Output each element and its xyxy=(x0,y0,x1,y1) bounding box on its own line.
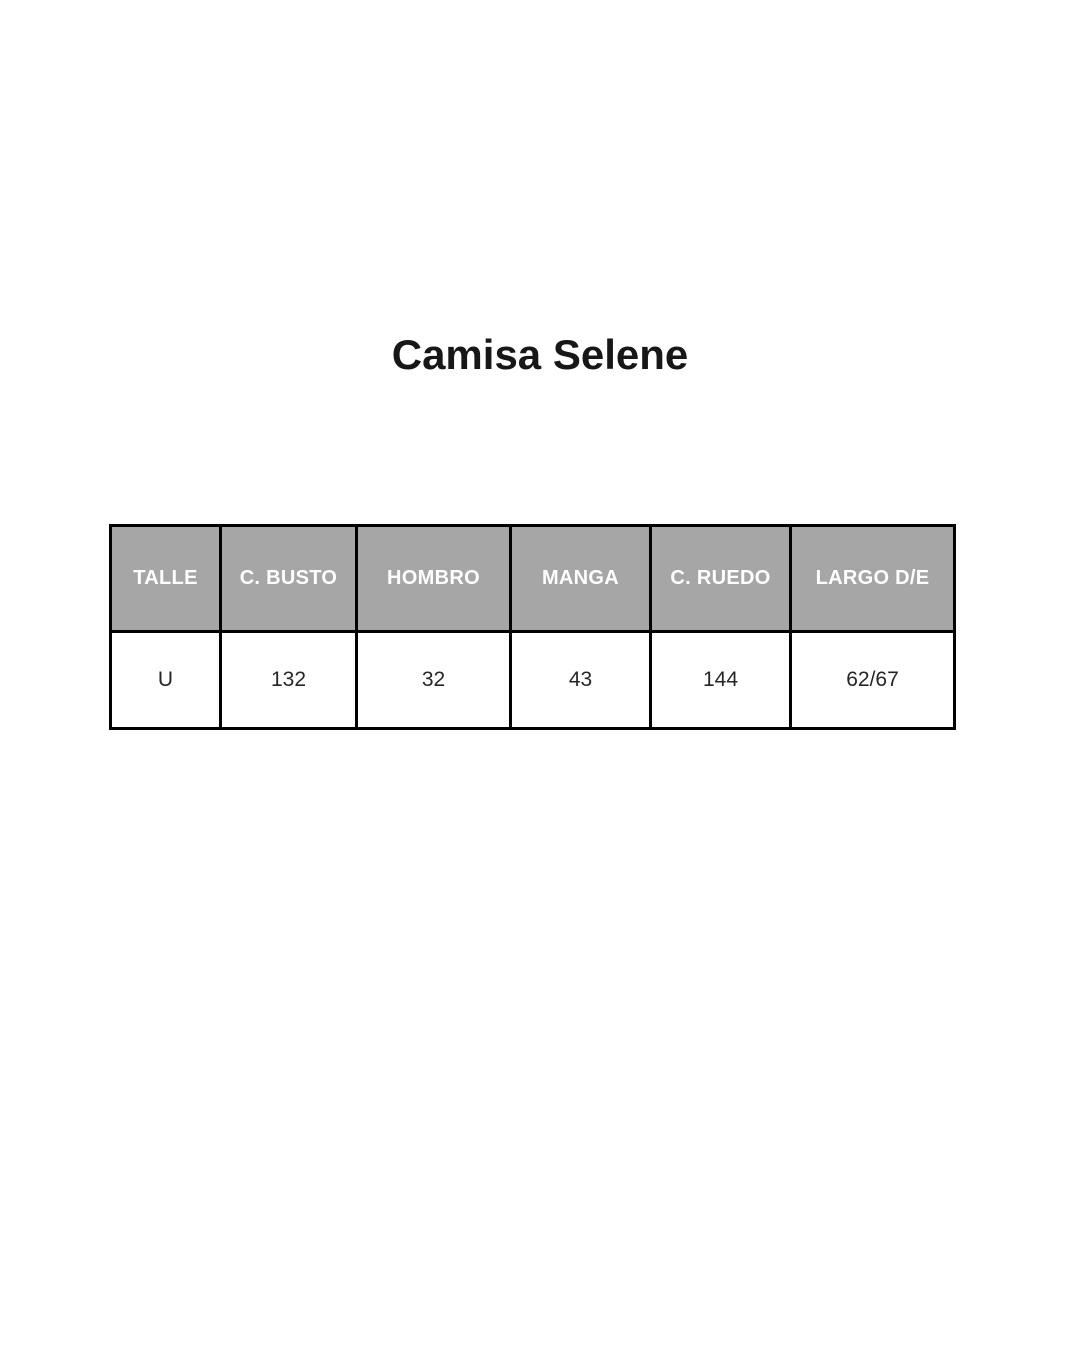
cell-manga: 43 xyxy=(509,630,652,730)
size-chart-table-container: TALLE C. BUSTO HOMBRO MANGA C. RUEDO LAR… xyxy=(109,524,956,730)
header-row: TALLE C. BUSTO HOMBRO MANGA C. RUEDO LAR… xyxy=(109,524,956,633)
cell-c-ruedo: 144 xyxy=(649,630,792,730)
cell-largo-de: 62/67 xyxy=(789,630,956,730)
header-cell-hombro: HOMBRO xyxy=(355,524,512,633)
cell-c-busto: 132 xyxy=(219,630,358,730)
header-cell-largo-de: LARGO D/E xyxy=(789,524,956,633)
cell-hombro: 32 xyxy=(355,630,512,730)
table-row: U 132 32 43 144 62/67 xyxy=(109,630,956,730)
header-cell-c-busto: C. BUSTO xyxy=(219,524,358,633)
size-chart-table: TALLE C. BUSTO HOMBRO MANGA C. RUEDO LAR… xyxy=(109,524,956,730)
header-cell-talle: TALLE xyxy=(109,524,222,633)
page-title: Camisa Selene xyxy=(391,331,689,378)
header-cell-manga: MANGA xyxy=(509,524,652,633)
header-cell-c-ruedo: C. RUEDO xyxy=(649,524,792,633)
cell-talle: U xyxy=(109,630,222,730)
